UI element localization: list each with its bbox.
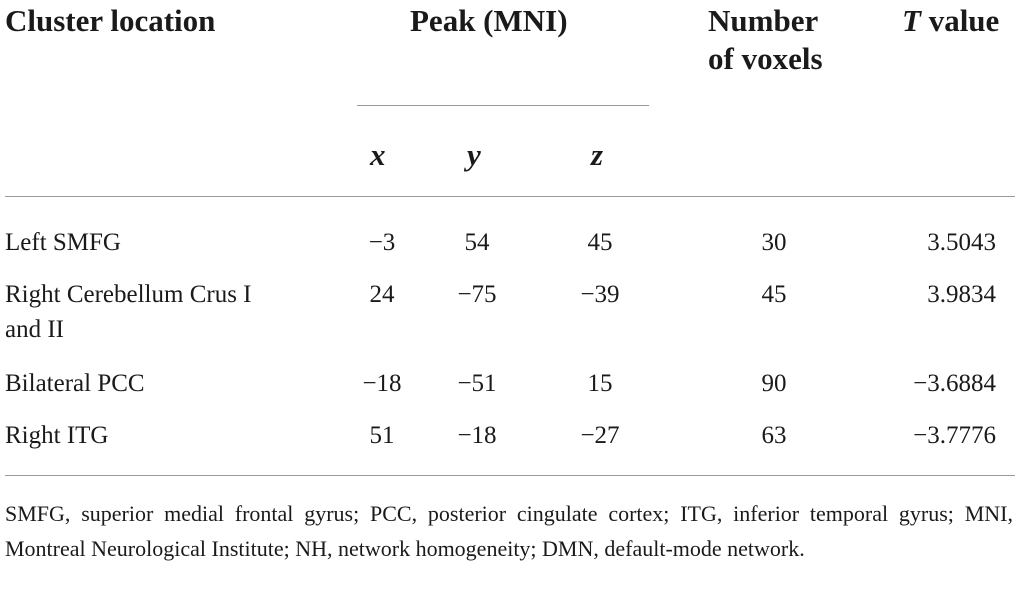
row-1-voxels: 30 [761, 229, 787, 256]
header-peak-mni: Peak (MNI) [410, 3, 568, 38]
header-cluster-location: Cluster location [5, 3, 216, 38]
row-1-x: −3 [368, 229, 396, 256]
header-y: y [467, 137, 481, 172]
header-bottom-rule [5, 196, 1015, 197]
row-1-t-value: 3.5043 [927, 229, 996, 256]
row-1-y: 54 [464, 229, 490, 256]
row-4-y: −18 [457, 422, 497, 449]
row-3-voxels: 90 [761, 370, 787, 397]
row-3-z: 15 [587, 370, 613, 397]
table-footnote: SMFG, superior medial frontal gyrus; PCC… [5, 501, 1013, 561]
header-t-value: T value [902, 2, 999, 40]
row-3-x: −18 [362, 370, 402, 397]
header-z: z [591, 137, 604, 172]
header-x: x [370, 137, 386, 172]
row-4-z: −27 [580, 422, 620, 449]
row-2-t-value: 3.9834 [927, 281, 996, 308]
row-1-location: Left SMFG [5, 229, 121, 256]
row-3-location: Bilateral PCC [5, 370, 145, 397]
row-3-y: −51 [457, 370, 497, 397]
row-1-z: 45 [587, 229, 613, 256]
header-number-line2: of voxels [708, 41, 823, 76]
row-2-location-cont: and II [5, 316, 64, 343]
row-4-t-value: −3.7776 [913, 422, 996, 449]
row-2-z: −39 [580, 281, 620, 308]
row-4-location: Right ITG [5, 422, 109, 449]
row-3-t-value: −3.6884 [913, 370, 996, 397]
row-2-y: −75 [457, 281, 497, 308]
header-number-line1: Number [708, 3, 819, 38]
row-2-voxels: 45 [761, 281, 787, 308]
header-t-rest: value [920, 3, 1000, 38]
row-4-x: 51 [369, 422, 395, 449]
row-2-x: 24 [369, 281, 395, 308]
table-bottom-rule [5, 475, 1015, 476]
header-t-italic: T [902, 3, 921, 38]
row-4-voxels: 63 [761, 422, 787, 449]
row-2-location: Right Cerebellum Crus I [5, 281, 252, 308]
peak-subheader-rule [357, 105, 649, 106]
